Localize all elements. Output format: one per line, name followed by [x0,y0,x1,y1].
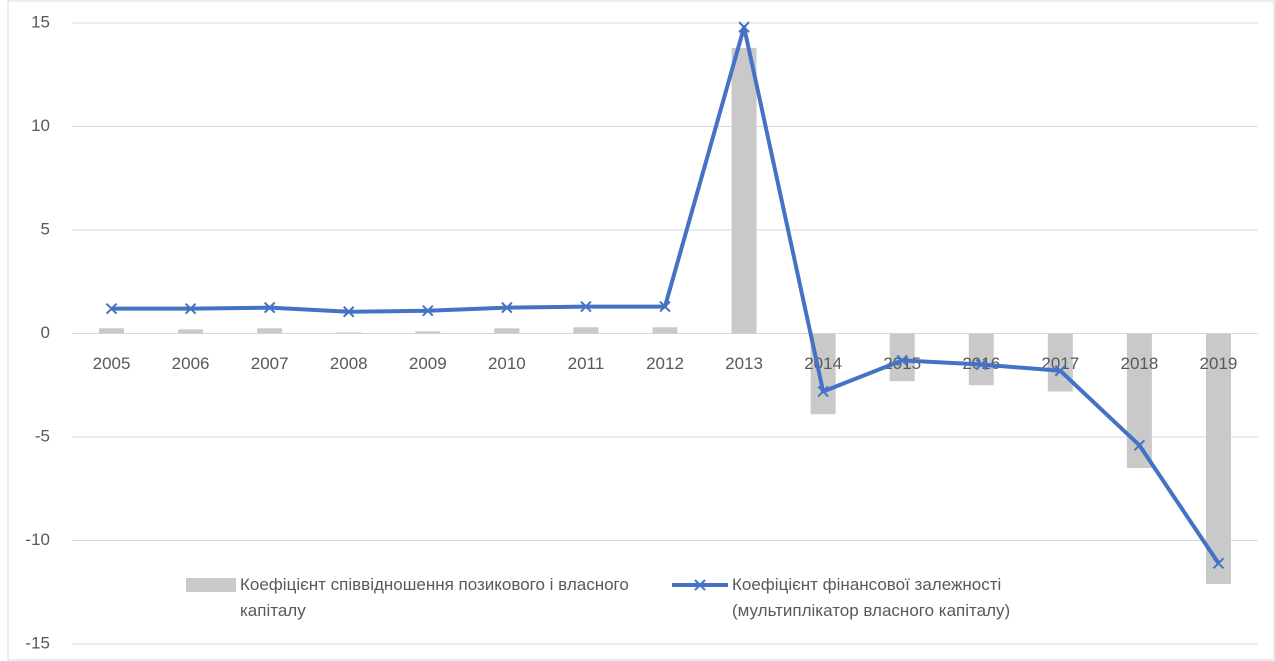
bar [99,328,125,334]
legend-label: Коефіцієнт фінансової залежності (мульти… [732,575,1011,620]
bar [1205,333,1231,584]
x-tick-label: 2007 [251,354,289,373]
y-tick-label: 15 [31,12,50,31]
y-tick-label: -15 [25,633,50,652]
line-marker [422,305,434,317]
bar [494,328,520,334]
x-tick-label: 2018 [1120,354,1158,373]
line-marker [343,306,355,318]
line-marker [1054,365,1067,377]
x-tick-label: 2005 [93,354,131,373]
x-tick-label: 2014 [804,354,842,373]
line-marker [659,300,671,313]
y-tick-label: 5 [41,219,50,238]
line-marker [1133,439,1146,451]
line-marker [1212,557,1225,569]
line-marker [263,301,276,314]
y-tick-label: 0 [41,323,50,342]
line-marker [896,354,908,367]
bar [178,329,204,334]
bar [1047,333,1073,392]
bar [889,333,915,382]
bar [652,327,678,334]
x-tick-label: 2011 [568,354,605,373]
line-marker [817,385,829,398]
x-tick-label: 2015 [883,354,921,373]
bar [257,328,283,334]
legend-item: Коефіцієнт співвідношення позикового і в… [186,572,650,624]
y-tick-label: 10 [31,116,50,135]
x-tick-label: 2009 [409,354,447,373]
x-tick-label: 2012 [646,354,684,373]
chart-border [7,0,1275,661]
bar [336,332,362,334]
legend-swatch [672,579,728,591]
line-marker [580,300,592,313]
legend-label: Коефіцієнт співвідношення позикового і в… [240,575,629,620]
line-marker [975,358,987,371]
line-marker [501,301,513,314]
line-marker [738,21,750,33]
x-tick-label: 2010 [488,354,526,373]
x-tick-label: 2008 [330,354,368,373]
legend-item: Коефіцієнт фінансової залежності (мульти… [672,572,1112,624]
y-tick-label: -10 [25,530,50,549]
y-tick-label: -5 [35,426,50,445]
bar [731,47,757,334]
bar [968,333,994,386]
legend: Коефіцієнт співвідношення позикового і в… [186,572,1112,624]
bar [415,331,441,334]
bar [573,327,599,334]
line-marker [184,302,197,315]
line-marker [105,302,118,315]
legend-marker [694,579,706,591]
x-tick-label: 2013 [725,354,763,373]
legend-swatch [186,578,236,592]
x-tick-label: 2006 [172,354,210,373]
x-tick-label: 2019 [1200,354,1238,373]
